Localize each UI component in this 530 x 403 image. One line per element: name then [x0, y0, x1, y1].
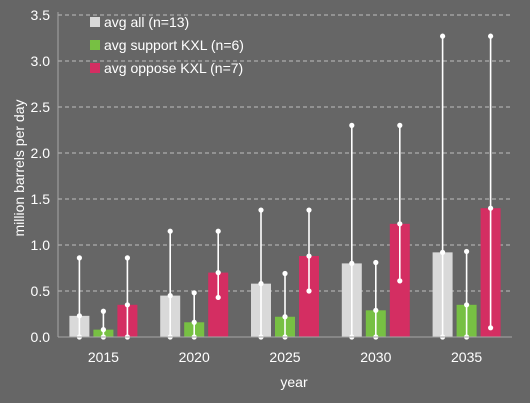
x-tick-label: 2030 [360, 349, 391, 365]
range-marker [215, 294, 221, 301]
range-marker [397, 278, 403, 284]
range-marker [167, 228, 173, 234]
range-marker [215, 228, 221, 234]
range-marker [215, 270, 221, 276]
y-tick-label: 1.5 [31, 191, 51, 207]
legend: avg all (n=13) avg support KXL (n=6) avg o… [90, 14, 244, 76]
y-tick-label: 2.5 [31, 99, 51, 115]
range-marker [258, 281, 264, 287]
legend-label: avg all (n=13) [104, 14, 189, 30]
range-marker [306, 207, 312, 213]
range-whiskers [76, 33, 494, 340]
y-tick-label: 1.0 [31, 237, 51, 253]
y-tick-label: 0.0 [31, 329, 51, 345]
y-tick-label: 3.0 [31, 53, 51, 69]
range-marker [488, 205, 494, 211]
range-marker [440, 249, 446, 255]
legend-label: avg support KXL (n=6) [104, 37, 244, 53]
range-marker [349, 122, 355, 128]
range-marker [124, 302, 130, 308]
legend-label: avg oppose KXL (n=7) [104, 60, 243, 76]
range-marker [464, 248, 470, 255]
bar [299, 256, 319, 337]
range-marker [191, 319, 197, 325]
x-tick-label: 2020 [179, 349, 210, 365]
legend-swatch [90, 63, 100, 73]
range-marker [373, 259, 379, 266]
range-marker [76, 313, 82, 319]
range-marker [282, 314, 288, 320]
range-marker [373, 307, 379, 313]
y-tick-label: 0.5 [31, 283, 51, 299]
x-tick-label: 2035 [451, 349, 482, 365]
y-tick-label: 2.0 [31, 145, 51, 161]
legend-swatch [90, 17, 100, 27]
range-marker [100, 308, 106, 314]
axes: 0.0 0.5 1.0 1.5 2.0 2.5 3.0 3.5 2015 2020 2025 2030… [31, 7, 512, 365]
range-marker [488, 33, 494, 39]
range-marker [76, 255, 82, 261]
range-marker [306, 288, 312, 294]
y-tick-label: 3.5 [31, 7, 51, 23]
range-marker [464, 302, 470, 308]
legend-swatch [90, 40, 100, 50]
x-tick-label: 2025 [269, 349, 300, 365]
range-marker [488, 325, 494, 331]
x-tick-label: 2015 [88, 349, 119, 365]
range-marker [124, 255, 130, 261]
y-axis-title: million barrels per day [11, 100, 27, 237]
x-axis-title: year [280, 374, 308, 390]
grid-lines [58, 14, 512, 292]
bar [208, 272, 229, 337]
range-marker [258, 207, 264, 213]
range-marker [167, 293, 173, 299]
range-marker [306, 253, 312, 259]
range-marker [397, 122, 403, 128]
range-marker [397, 221, 403, 227]
range-marker [440, 33, 446, 39]
range-marker [100, 327, 106, 333]
range-marker [191, 290, 197, 296]
range-marker [349, 260, 355, 266]
range-marker [282, 270, 288, 277]
